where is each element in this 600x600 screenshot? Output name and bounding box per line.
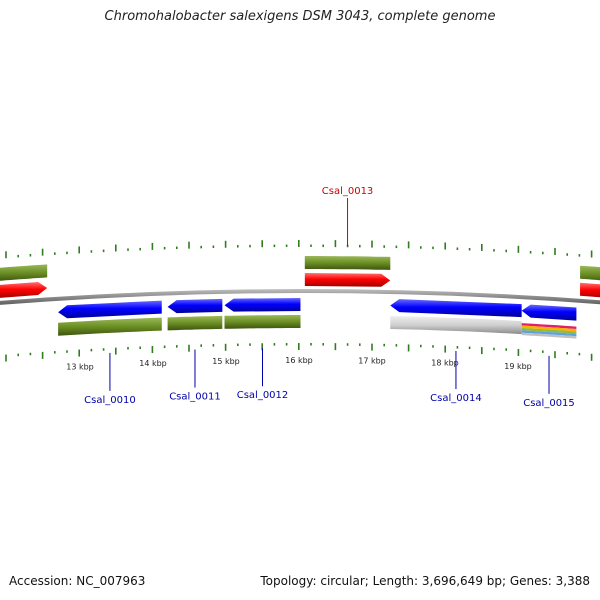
tick-label-15kbp: 15 kbp [212, 357, 240, 366]
tick-label-13kbp: 13 kbp [66, 363, 94, 372]
genome-title: Chromohalobacter salexigens DSM 3043, co… [104, 9, 496, 24]
accession-text: Accession: NC_007963 [9, 574, 146, 588]
csal-0012-cds-band [224, 315, 301, 329]
csal-0015-feature-stripe [521, 325, 577, 332]
label-layer: Csal_0010 Csal_0011 Csal_0012 Csal_0013 Csal… [84, 186, 575, 409]
csal-0014-rna-band [390, 316, 522, 335]
csal-0013-label: Csal_0013 [322, 186, 374, 197]
gene-0-cds-band [0, 264, 48, 281]
backbone-layer [0, 289, 600, 305]
tick-label-14kbp: 14 kbp [139, 359, 167, 368]
csal-0015-feature-stripe [521, 327, 577, 334]
gene-7-arrow [580, 282, 600, 298]
tick-label-17kbp: 17 kbp [358, 357, 386, 366]
csal-0015-arrow [521, 304, 577, 321]
csal-0010-label: Csal_0010 [84, 395, 136, 406]
csal-0015-label: Csal_0015 [523, 398, 575, 409]
csal-0011-cds-band [167, 315, 223, 331]
genome-backbone [0, 289, 600, 305]
csal-0013-cds-band [304, 256, 391, 270]
csal-0010-cds-band [58, 317, 162, 336]
csal-0015-feature-stripe [521, 332, 577, 339]
topology-text: Topology: circular; Length: 3,696,649 bp… [260, 574, 590, 588]
csal-0014-label: Csal_0014 [430, 393, 482, 404]
csal-0014-arrow [390, 299, 522, 318]
tick-label-18kbp: 18 kbp [431, 359, 459, 368]
gene-0-arrow [0, 282, 48, 298]
csal-0015-feature-stripe [521, 330, 577, 337]
csal-0011-arrow [167, 298, 223, 314]
tick-layer: 13 kbp 14 kbp 15 kbp 16 kbp 17 kbp 18 kbp 19 k… [5, 240, 593, 372]
csal-0010-arrow [58, 300, 162, 319]
csal-0013-arrow [304, 273, 391, 287]
tick-label-19kbp: 19 kbp [504, 362, 532, 371]
csal-0012-arrow [224, 298, 301, 312]
csal-0012-label: Csal_0012 [237, 390, 289, 401]
gene-7-cds-band [580, 265, 600, 281]
csal-0011-label: Csal_0011 [169, 392, 221, 403]
gene-layer [0, 256, 600, 339]
csal-0015-feature-stripe [521, 323, 577, 329]
tick-label-16kbp: 16 kbp [285, 356, 313, 365]
